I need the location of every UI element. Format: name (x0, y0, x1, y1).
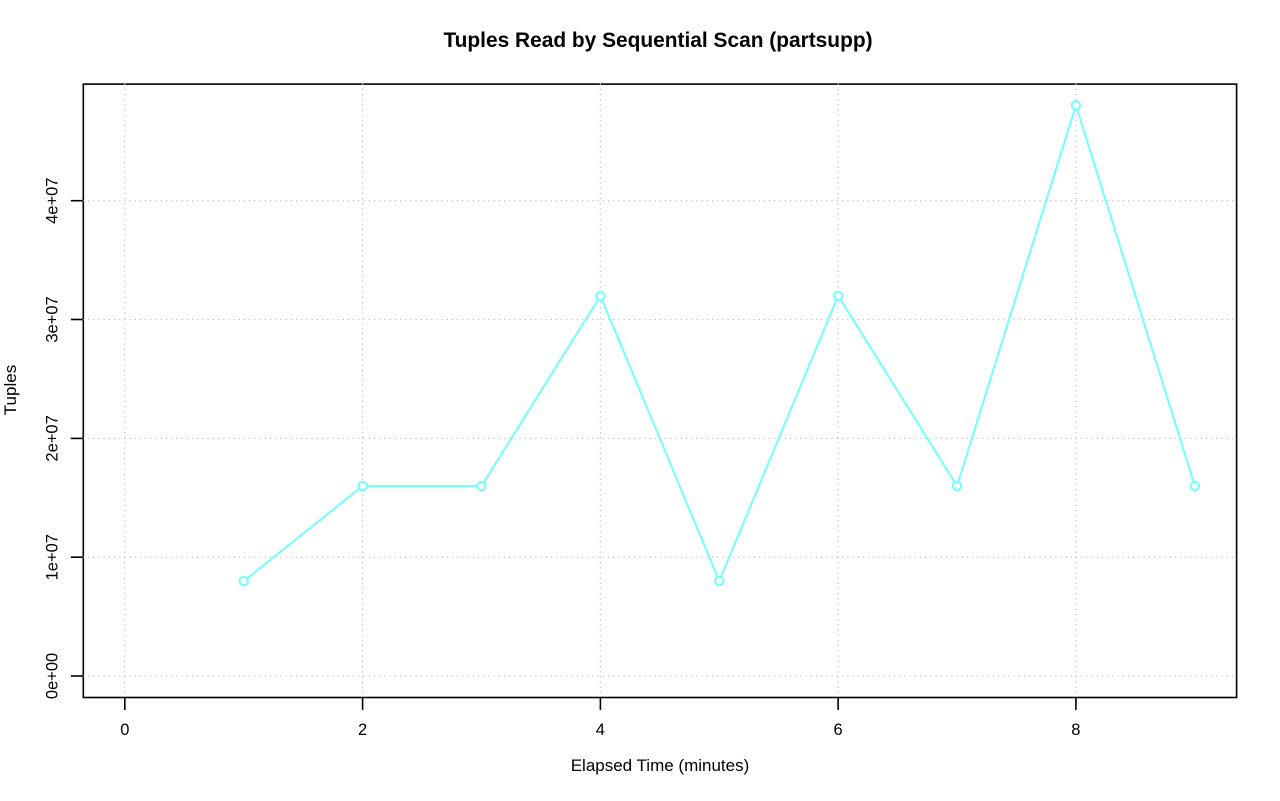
svg-text:1e+07: 1e+07 (44, 534, 62, 580)
svg-text:4: 4 (596, 721, 605, 739)
svg-text:2: 2 (358, 721, 367, 739)
svg-text:3e+07: 3e+07 (44, 296, 62, 342)
svg-text:2e+07: 2e+07 (44, 415, 62, 461)
svg-text:4e+07: 4e+07 (44, 178, 62, 224)
svg-text:Tuples Read by Sequential Scan: Tuples Read by Sequential Scan (partsupp… (443, 29, 872, 52)
svg-text:Tuples: Tuples (1, 365, 20, 415)
svg-text:0: 0 (120, 721, 129, 739)
svg-text:0e+00: 0e+00 (44, 653, 62, 699)
svg-text:8: 8 (1071, 721, 1080, 739)
svg-text:Elapsed Time (minutes): Elapsed Time (minutes) (571, 756, 750, 775)
svg-text:6: 6 (834, 721, 843, 739)
